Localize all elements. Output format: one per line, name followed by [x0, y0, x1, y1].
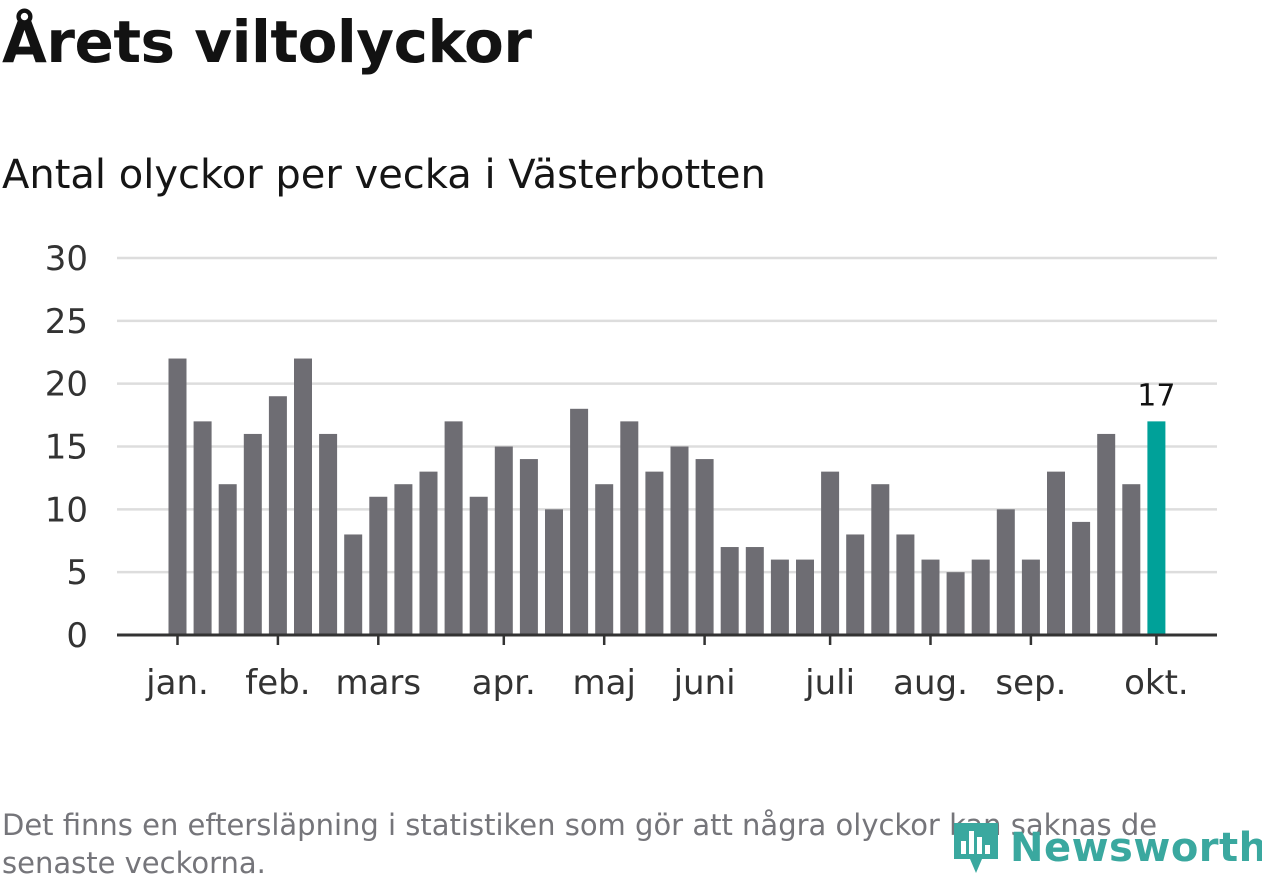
bar — [369, 496, 388, 635]
bar — [1072, 521, 1091, 635]
bar — [946, 572, 965, 635]
bar — [796, 559, 814, 635]
bar — [1122, 484, 1141, 635]
bar — [545, 509, 563, 635]
bar — [1097, 433, 1116, 635]
bar-highlight — [1147, 421, 1166, 635]
x-tick-label: okt. — [1124, 663, 1189, 703]
bars — [168, 358, 1166, 635]
bar — [595, 484, 614, 635]
x-axis: jan. feb. mars apr. maj juni juli aug. sep. okt. — [117, 633, 1217, 703]
bar — [268, 396, 287, 635]
bar — [720, 547, 739, 635]
bar — [1047, 471, 1065, 635]
bar — [444, 421, 463, 635]
bar — [519, 459, 538, 635]
bar — [645, 471, 664, 635]
bar — [821, 471, 840, 635]
y-tick-label: 30 — [45, 239, 88, 279]
bar — [871, 484, 890, 635]
brand-logo: Newsworthy — [952, 818, 1262, 878]
x-tick-label: feb. — [245, 663, 310, 703]
bar — [218, 484, 237, 635]
x-tick-label: jan. — [145, 663, 209, 703]
bar — [996, 509, 1015, 635]
y-tick-label: 0 — [66, 616, 88, 656]
brand-name: Newsworthy — [1010, 825, 1262, 871]
bar — [243, 433, 262, 635]
bar — [670, 446, 689, 635]
bar — [494, 446, 513, 635]
bar — [846, 534, 865, 635]
y-tick-label: 15 — [45, 428, 88, 468]
x-tick-label: apr. — [472, 663, 536, 703]
bar — [193, 421, 212, 635]
bar — [419, 471, 438, 635]
y-tick-label: 20 — [45, 365, 88, 405]
bar — [294, 358, 312, 635]
bar — [168, 358, 187, 635]
data-labels: 17 — [1137, 378, 1175, 413]
y-tick-label: 25 — [45, 302, 88, 342]
x-tick-label: maj — [572, 663, 635, 703]
x-tick-label: sep. — [995, 663, 1066, 703]
bar — [394, 484, 413, 635]
bar — [896, 534, 915, 635]
bar — [344, 534, 363, 635]
data-label: 17 — [1137, 378, 1175, 413]
bar — [770, 559, 789, 635]
bar — [319, 433, 338, 635]
chart-subtitle: Antal olyckor per vecka i Västerbotten — [2, 152, 766, 198]
y-tick-label: 10 — [45, 490, 88, 530]
bar — [971, 559, 990, 635]
x-tick-label: aug. — [893, 663, 968, 703]
bar — [1021, 559, 1040, 635]
x-tick-label: juni — [673, 663, 736, 703]
bar — [745, 547, 764, 635]
bar — [695, 459, 714, 635]
x-tick-label: mars — [335, 663, 421, 703]
chart-title: Årets viltolyckor — [2, 8, 532, 76]
y-tick-label: 5 — [66, 553, 88, 593]
x-tick-label: juli — [804, 663, 855, 703]
bar — [469, 496, 488, 635]
bar — [921, 559, 940, 635]
bar — [620, 421, 639, 635]
newsworthy-logo-icon — [954, 823, 998, 873]
bar — [570, 408, 589, 635]
y-axis-tick-labels: 0 5 10 15 20 25 30 — [45, 239, 88, 656]
